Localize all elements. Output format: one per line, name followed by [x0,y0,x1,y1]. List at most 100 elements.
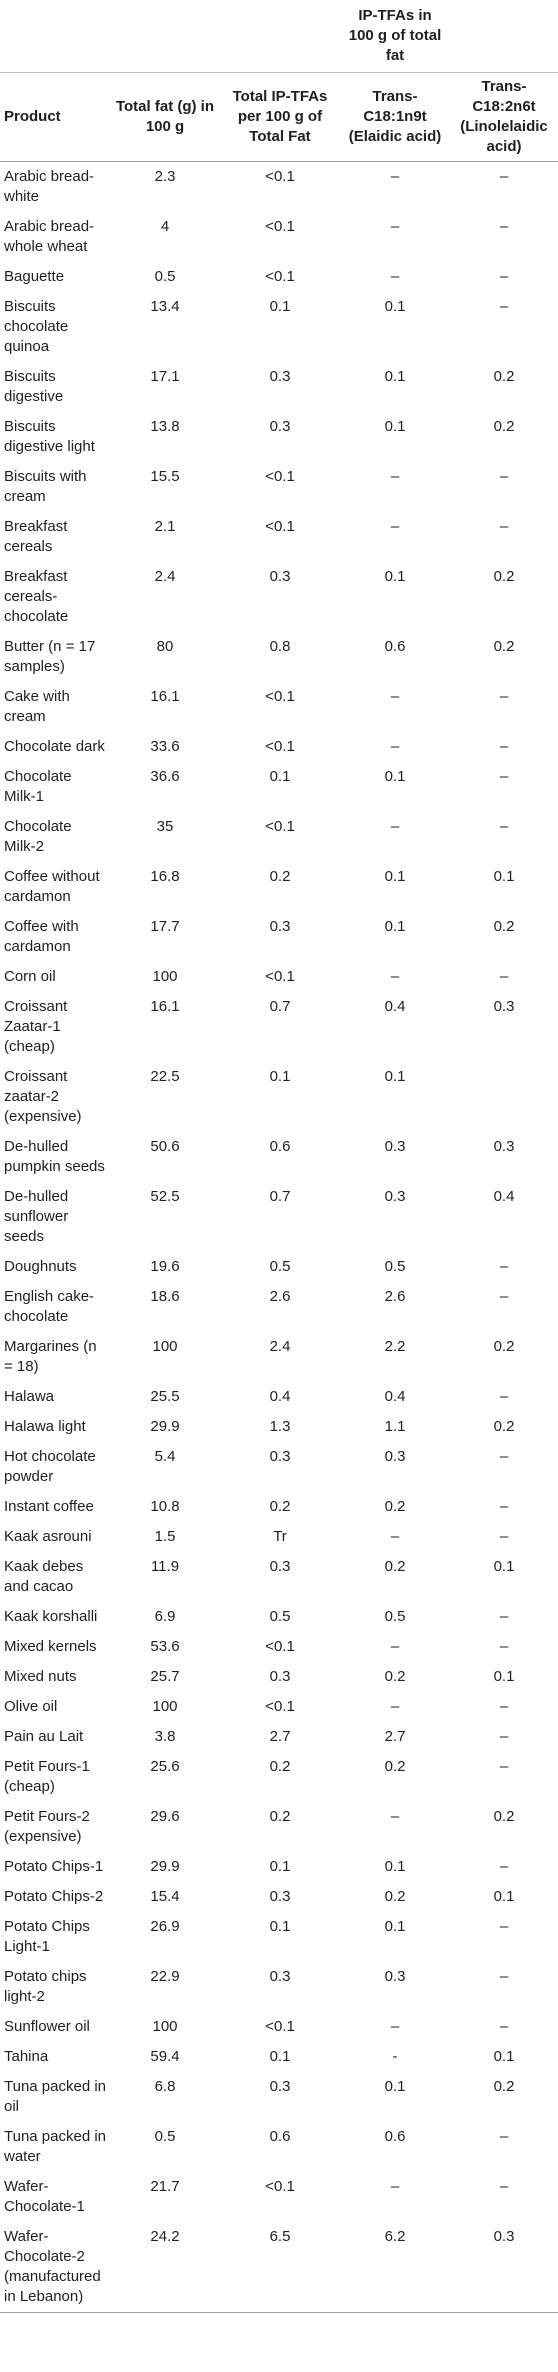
table-row: Biscuits with cream 15.5 <0.1 – – [0,462,558,512]
total-fat-cell: 0.5 [154,268,176,285]
table-row: Kaak korshalli 6.9 0.5 0.5 – [0,1602,558,1632]
elaidic-cell: 0.1 [384,568,406,585]
total-fat-cell: 2.3 [154,168,176,185]
table-row: Baguette 0.5 <0.1 – – [0,262,558,292]
header-total-fat: Total fat (g) in 100 g [110,72,220,162]
linolelaidic-cell: 0.3 [450,2222,558,2313]
product-cell: De-hulled sunflower seeds [4,1188,69,1245]
linolelaidic-cell: – [499,1258,509,1275]
linolelaidic-cell: 0.2 [493,1808,515,1825]
total-iptfa-cell: 0.3 [269,1448,291,1465]
table-row: Petit Fours-1 (cheap) 25.6 0.2 0.2 – [0,1752,558,1802]
elaidic-cell: – [390,1528,400,1545]
total-iptfa-cell: 0.1 [269,1918,291,1935]
linolelaidic-cell: 0.2 [493,1418,515,1435]
linolelaidic-cell: – [499,738,509,755]
table-row: Chocolate Milk-2 35 <0.1 – – [0,812,558,862]
product-cell: Coffee without cardamon [4,868,100,905]
product-cell: Halawa [4,1388,55,1405]
product-cell: Tuna packed in water [4,2128,107,2165]
table-row: Tahina 59.4 0.1 - 0.1 [0,2042,558,2072]
linolelaidic-cell: – [499,1608,509,1625]
total-iptfa-cell: 0.2 [269,1808,291,1825]
table-row: Corn oil 100 <0.1 – – [0,962,558,992]
linolelaidic-cell: – [499,268,509,285]
elaidic-cell: 0.1 [384,298,406,315]
elaidic-cell: 0.1 [384,1918,406,1935]
linolelaidic-cell: – [499,768,509,785]
elaidic-cell: 2.6 [384,1288,406,1305]
linolelaidic-cell: 0.1 [493,868,515,885]
total-fat-cell: 22.5 [150,1068,180,1085]
table-row: Potato Chips-1 29.9 0.1 0.1 – [0,1852,558,1882]
total-fat-cell: 26.9 [150,1918,180,1935]
elaidic-cell: – [390,738,400,755]
linolelaidic-cell: 0.2 [493,1338,515,1355]
elaidic-cell: 2.2 [384,1338,406,1355]
total-fat-cell: 33.6 [150,738,180,755]
linolelaidic-cell: – [499,2128,509,2145]
total-fat-cell: 11.9 [150,1558,180,1575]
elaidic-cell: 0.5 [384,1608,406,1625]
total-iptfa-cell: 0.7 [269,998,291,1015]
elaidic-cell: – [390,168,400,185]
total-iptfa-cell: 0.3 [269,418,291,435]
total-iptfa-cell: 0.1 [269,768,291,785]
product-cell: Hot chocolate powder [4,1448,96,1485]
elaidic-cell: 0.3 [384,1448,406,1465]
total-iptfa-cell: 2.4 [269,1338,291,1355]
header-spacer [450,0,558,73]
total-iptfa-cell: Tr [273,1528,287,1545]
total-fat-cell: 1.5 [154,1528,176,1545]
table-row: Coffee without cardamon 16.8 0.2 0.1 0.1 [0,862,558,912]
total-iptfa-cell: 0.8 [269,638,291,655]
product-cell: Olive oil [4,1698,58,1715]
table-row: Halawa light 29.9 1.3 1.1 0.2 [0,1412,558,1442]
elaidic-cell: 0.1 [384,868,406,885]
product-cell: Pain au Lait [4,1728,84,1745]
total-iptfa-cell: 0.3 [269,918,291,935]
elaidic-cell: 0.2 [384,1888,406,1905]
linolelaidic-cell: 0.2 [493,638,515,655]
linolelaidic-cell: – [499,1388,509,1405]
total-iptfa-cell: 0.3 [269,568,291,585]
total-iptfa-cell: <0.1 [265,2178,295,2195]
table-row: Wafer-Chocolate-1 21.7 <0.1 – – [0,2172,558,2222]
table-row: De-hulled pumpkin seeds 50.6 0.6 0.3 0.3 [0,1132,558,1182]
linolelaidic-cell: – [499,1728,509,1745]
total-fat-cell: 16.1 [150,688,180,705]
table-row: Arabic bread-white 2.3 <0.1 – – [0,162,558,213]
linolelaidic-cell: 0.2 [493,568,515,585]
linolelaidic-cell: 0.3 [493,1138,515,1155]
total-iptfa-cell: <0.1 [265,218,295,235]
column-header-row: Product Total fat (g) in 100 g Total IP-… [0,72,558,162]
product-cell: Chocolate Milk-2 [4,818,72,855]
elaidic-cell: 0.1 [384,418,406,435]
linolelaidic-cell: – [499,168,509,185]
product-cell: Corn oil [4,968,56,985]
table-row: Instant coffee 10.8 0.2 0.2 – [0,1492,558,1522]
linolelaidic-cell: – [499,1448,509,1465]
total-iptfa-cell: <0.1 [265,168,295,185]
total-fat-cell: 22.9 [150,1968,180,1985]
elaidic-cell: – [390,968,400,985]
linolelaidic-cell [450,1062,558,1132]
table-row: Potato chips light-2 22.9 0.3 0.3 – [0,1962,558,2012]
table-row: Mixed nuts 25.7 0.3 0.2 0.1 [0,1662,558,1692]
total-fat-cell: 35 [156,818,174,835]
header-spacer [0,0,110,73]
header-spacer [220,0,340,73]
table-row: Wafer-Chocolate-2 (manufactured in Leban… [0,2222,558,2313]
elaidic-cell: 0.2 [384,1498,406,1515]
product-cell: Wafer-Chocolate-2 (manufactured in Leban… [0,2222,110,2313]
linolelaidic-cell: 0.1 [493,1888,515,1905]
total-fat-cell: 29.6 [150,1808,180,1825]
table-row: Potato Chips-2 15.4 0.3 0.2 0.1 [0,1882,558,1912]
total-fat-cell: 52.5 [150,1188,180,1205]
total-iptfa-cell: 2.6 [269,1288,291,1305]
elaidic-cell: - [392,2048,398,2065]
linolelaidic-cell: – [499,1498,509,1515]
elaidic-cell: 2.7 [384,1728,406,1745]
elaidic-cell: – [390,218,400,235]
total-fat-cell: 100 [152,1338,178,1355]
